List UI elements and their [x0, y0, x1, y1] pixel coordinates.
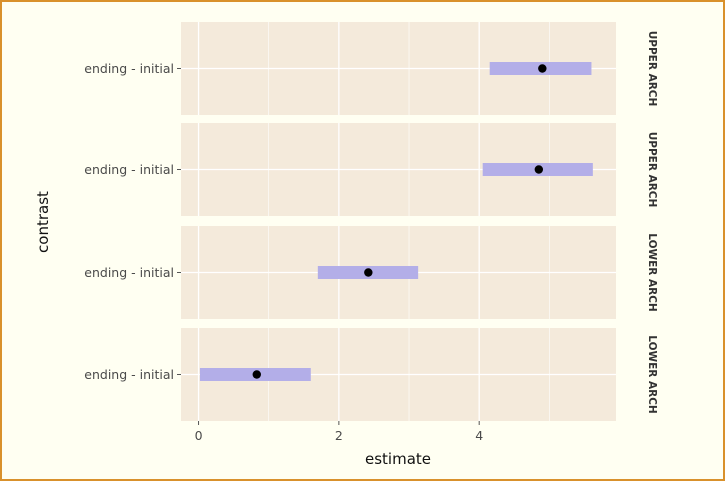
y-tick-label: ending - initial: [84, 367, 174, 382]
y-tick-label: ending - initial: [84, 265, 174, 280]
facet-panel: ending - initial UPPER ARCH: [84, 22, 658, 115]
x-tick-label: 4: [475, 428, 483, 443]
y-axis-title: contrast: [34, 191, 52, 253]
estimate-point: [252, 370, 261, 379]
x-tick-label: 0: [195, 428, 203, 443]
y-tick-label: ending - initial: [84, 61, 174, 76]
facet-strip-label: UPPER ARCH: [646, 132, 658, 208]
x-tick-label: 2: [335, 428, 343, 443]
estimate-point: [534, 165, 544, 174]
y-tick-label: ending - initial: [84, 162, 174, 177]
facet-panel: ending - initial LOWER ARCH: [84, 328, 658, 421]
estimate-point: [538, 64, 547, 73]
facet-panel: ending - initial LOWER ARCH: [84, 226, 658, 319]
facet-strip-label: LOWER ARCH: [646, 233, 658, 311]
facet-strip-label: UPPER ARCH: [646, 31, 658, 107]
facet-panel: ending - initial UPPER ARCH: [84, 123, 658, 216]
facet-strip-label: LOWER ARCH: [646, 335, 658, 413]
x-axis-title: estimate: [365, 450, 431, 468]
estimate-point: [364, 268, 373, 277]
